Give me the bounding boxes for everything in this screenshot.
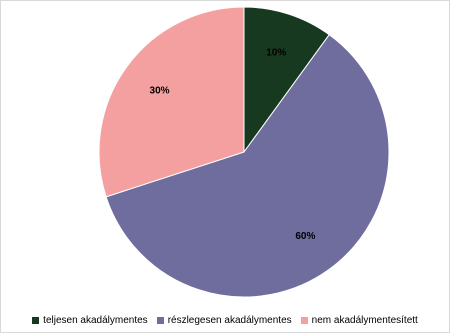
label-teljesen: 10% <box>266 47 286 58</box>
slice-reszlegesen <box>105 33 390 298</box>
legend-swatch <box>32 317 40 324</box>
slice-teljesen <box>243 6 330 154</box>
legend-label: részlegesen akadálymentes <box>167 315 292 326</box>
legend-item-teljesen: teljesen akadálymentes <box>32 315 148 326</box>
pie-slices <box>98 6 390 298</box>
label-reszlegesen: 60% <box>295 231 315 242</box>
legend-item-nem: nem akadálymentesített <box>300 315 418 326</box>
pie-labels: 10% 60% 30% <box>150 47 316 242</box>
legend: teljesen akadálymentes részlegesen akadá… <box>1 315 449 326</box>
slice-nem <box>98 6 245 198</box>
legend-item-reszlegesen: részlegesen akadálymentes <box>156 315 292 326</box>
legend-label: nem akadálymentesített <box>311 315 418 326</box>
legend-swatch <box>156 317 164 324</box>
label-nem: 30% <box>150 85 170 96</box>
legend-label: teljesen akadálymentes <box>43 315 148 326</box>
legend-swatch <box>300 317 308 324</box>
